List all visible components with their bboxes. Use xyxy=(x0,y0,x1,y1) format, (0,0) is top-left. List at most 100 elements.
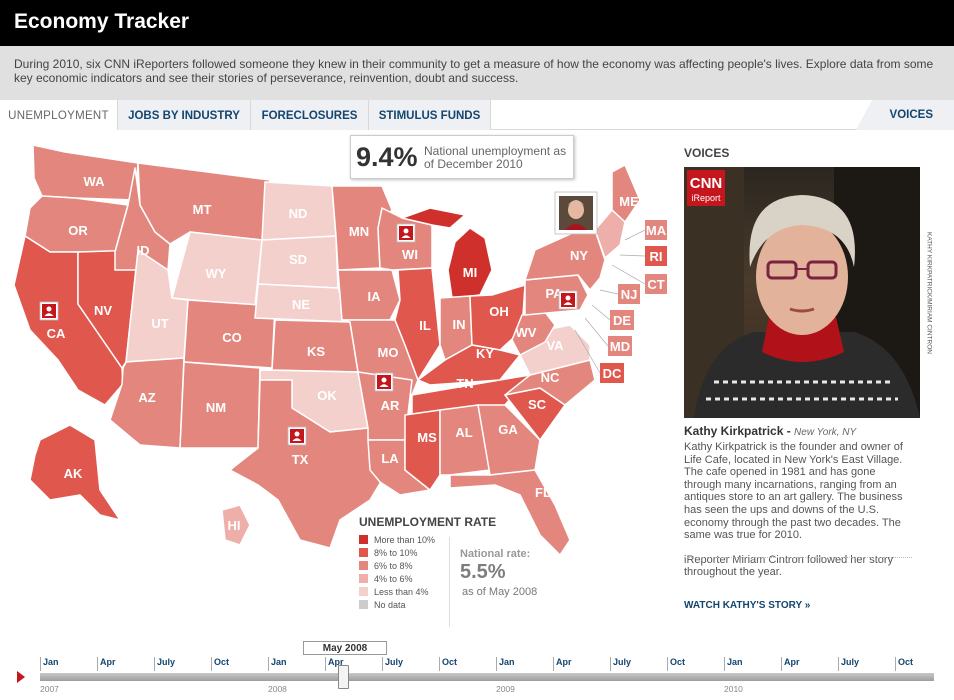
state-CA[interactable] xyxy=(13,235,124,406)
ireporter-markers xyxy=(39,191,598,446)
timeline-month[interactable]: Oct xyxy=(439,657,457,671)
timeline-month[interactable]: Jan xyxy=(496,657,515,671)
state-MI[interactable] xyxy=(401,207,493,299)
state-IL[interactable] xyxy=(394,267,441,381)
timeline-month[interactable]: July xyxy=(610,657,631,671)
label-IN: IN xyxy=(453,317,466,332)
legend-divider xyxy=(449,537,450,627)
label-UT: UT xyxy=(151,316,168,331)
timeline-month[interactable]: Jan xyxy=(40,657,59,671)
tab-voices-label: VOICES xyxy=(889,109,933,121)
label-RI: RI xyxy=(650,249,663,264)
timeline-year: 2007 xyxy=(40,684,59,694)
tab-voices-background xyxy=(856,100,954,130)
voice-followed-by: iReporter Miriam Cintron followed her st… xyxy=(684,553,894,579)
timeline-month[interactable]: Oct xyxy=(211,657,229,671)
state-KY[interactable] xyxy=(417,344,521,386)
label-CA: CA xyxy=(47,326,66,341)
label-OR: OR xyxy=(68,223,88,238)
watch-story-link[interactable]: WATCH KATHY'S STORY » xyxy=(684,600,811,611)
label-VA: VA xyxy=(546,338,564,353)
label-ND: ND xyxy=(289,206,308,221)
label-IA: IA xyxy=(368,289,382,304)
voice-name-line: Kathy Kirkpatrick - New York, NY xyxy=(684,424,856,438)
person-icon-body xyxy=(292,438,302,441)
face xyxy=(756,219,848,335)
legend-label: No data xyxy=(374,600,406,610)
timeline-month[interactable]: Apr xyxy=(325,657,344,671)
timeline-year: 2009 xyxy=(496,684,515,694)
voice-portrait-photo[interactable]: CNN iReport xyxy=(684,167,920,418)
timeline-year: 2010 xyxy=(724,684,743,694)
box-DE[interactable] xyxy=(610,310,634,330)
tab-foreclosures[interactable]: FORECLOSURES xyxy=(251,100,369,130)
box-MA[interactable] xyxy=(645,220,667,240)
ireporter-marker-CA[interactable] xyxy=(39,301,59,321)
label-NJ: NJ xyxy=(621,287,638,302)
timeline-month[interactable]: Apr xyxy=(781,657,800,671)
timeline-month[interactable]: Oct xyxy=(895,657,913,671)
timeline-month[interactable]: July xyxy=(154,657,175,671)
box-RI[interactable] xyxy=(645,246,667,266)
label-ID: ID xyxy=(137,243,150,258)
label-WI: WI xyxy=(402,247,418,262)
legend-swatch xyxy=(359,587,368,596)
legend-item-4-to-6: 4% to 6% xyxy=(359,574,413,584)
label-AK: AK xyxy=(64,466,83,481)
box-CT[interactable] xyxy=(645,274,667,294)
box-NJ[interactable] xyxy=(618,284,640,304)
label-MD: MD xyxy=(610,339,630,354)
state-AL[interactable] xyxy=(439,404,491,476)
state-NE-states[interactable] xyxy=(594,209,626,259)
state-HI[interactable] xyxy=(221,504,251,546)
timeline: May 2008 Jan Apr July Oct Jan Apr July O… xyxy=(0,638,954,700)
state-IA[interactable] xyxy=(337,269,401,321)
logo-background xyxy=(687,170,725,206)
thumb-scarf xyxy=(565,224,587,230)
ireporter-marker-WI[interactable] xyxy=(396,223,416,243)
state-FL[interactable] xyxy=(449,469,571,555)
timeline-current-date: May 2008 xyxy=(303,641,387,655)
national-rate-caption: National unemployment as of December 201… xyxy=(424,144,567,171)
legend-label: Less than 4% xyxy=(374,587,429,597)
state-GA[interactable] xyxy=(477,404,541,476)
play-arrow-icon[interactable] xyxy=(17,671,25,683)
ireporter-marker-TX[interactable] xyxy=(287,426,307,446)
timeline-month[interactable]: Oct xyxy=(667,657,685,671)
legend-label: 8% to 10% xyxy=(374,548,418,558)
ireporter-marker-AR[interactable] xyxy=(374,372,394,392)
tab-voices[interactable]: VOICES xyxy=(856,100,954,130)
timeline-month[interactable]: July xyxy=(838,657,859,671)
connector-ct xyxy=(611,264,646,285)
timeline-year: 2008 xyxy=(268,684,287,694)
timeline-month[interactable]: Apr xyxy=(97,657,116,671)
legend-label: 6% to 8% xyxy=(374,561,413,571)
state-ME[interactable] xyxy=(611,164,641,223)
state-TX[interactable] xyxy=(229,379,389,549)
box-MD[interactable] xyxy=(608,336,632,356)
tab-stimulus-funds[interactable]: STIMULUS FUNDS xyxy=(369,100,491,130)
sweater xyxy=(694,332,920,418)
label-DE: DE xyxy=(613,313,631,328)
legend-item-6-to-8: 6% to 8% xyxy=(359,561,413,571)
label-SC: SC xyxy=(528,397,547,412)
label-MI: MI xyxy=(463,265,477,280)
timeline-month[interactable]: Apr xyxy=(553,657,572,671)
timeline-month[interactable]: July xyxy=(382,657,403,671)
state-NY[interactable] xyxy=(524,229,606,291)
timeline-track[interactable] xyxy=(40,673,934,681)
state-WA[interactable] xyxy=(32,144,139,201)
ireporter-marker-NY-selected[interactable] xyxy=(554,191,598,235)
timeline-month[interactable]: Jan xyxy=(268,657,287,671)
legend-swatch xyxy=(359,561,368,570)
timeline-month[interactable]: Jan xyxy=(724,657,743,671)
box-DC[interactable] xyxy=(600,363,624,383)
ireporter-marker-PA[interactable] xyxy=(558,290,578,310)
tab-unemployment[interactable]: UNEMPLOYMENT xyxy=(0,100,118,130)
person-icon-body xyxy=(379,384,389,387)
legend-swatch xyxy=(359,600,368,609)
timeline-slider-handle[interactable] xyxy=(337,665,349,689)
state-AK[interactable] xyxy=(29,424,121,521)
tab-jobs-by-industry[interactable]: JOBS BY INDUSTRY xyxy=(118,100,251,130)
